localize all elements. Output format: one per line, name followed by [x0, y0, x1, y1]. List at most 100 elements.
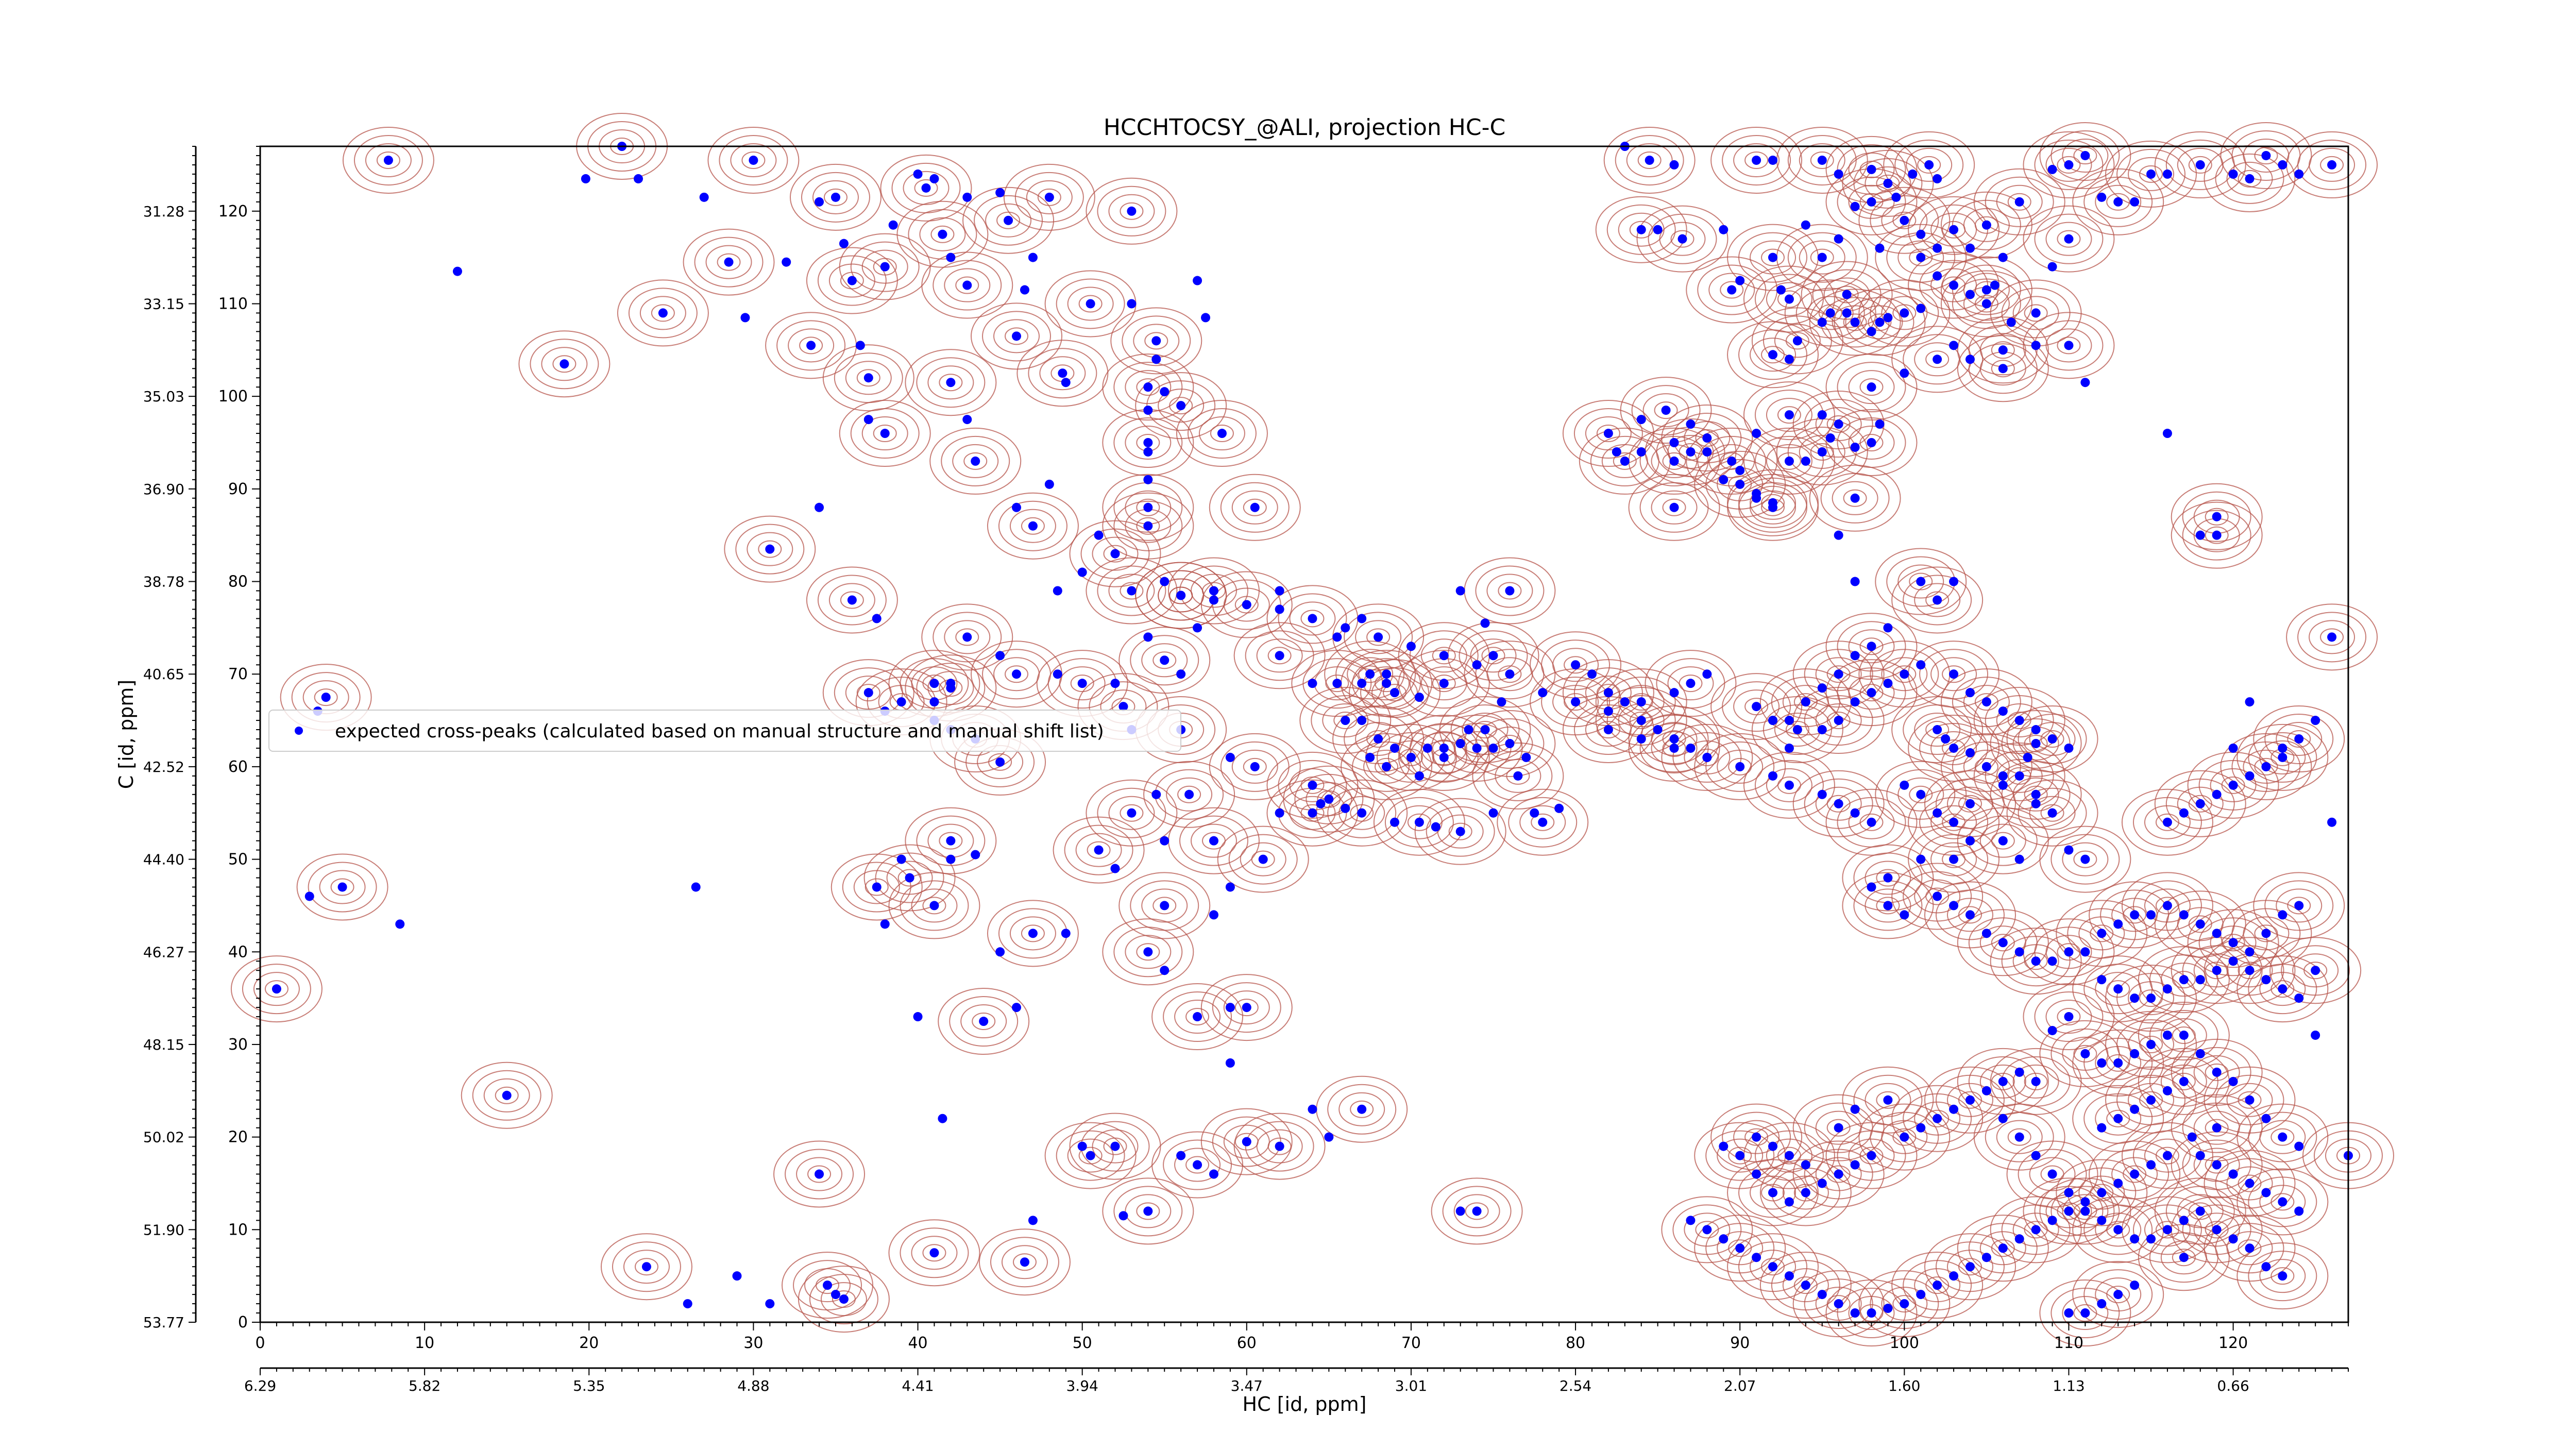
- contour-ring: [939, 374, 963, 392]
- contour-ring: [1807, 296, 1854, 330]
- contour-ring: [2083, 176, 2153, 227]
- contour-ring-group: [1661, 1196, 1753, 1263]
- cross-peak-point: [815, 1169, 824, 1179]
- contour-ring: [1881, 203, 1928, 238]
- contour-ring: [2023, 131, 2115, 198]
- cross-peak-point: [1143, 502, 1153, 512]
- cross-peak-point: [2031, 1225, 2041, 1235]
- cross-peak-point: [1143, 406, 1153, 415]
- cross-peak-point: [1916, 789, 1926, 799]
- cross-peak-point: [905, 873, 914, 883]
- cross-peak-point: [1669, 160, 1679, 170]
- x-ppm-tick-label: 3.47: [1231, 1377, 1263, 1394]
- cross-peak-point: [2047, 1025, 2057, 1035]
- cross-peak-point: [880, 262, 890, 272]
- cross-peak-point: [2245, 697, 2255, 707]
- contour-ring-group: [921, 251, 1013, 319]
- cross-peak-point: [2130, 993, 2140, 1003]
- contour-ring: [1750, 240, 1797, 275]
- cross-peak-point: [1151, 355, 1161, 364]
- contour-ring: [1200, 1108, 1293, 1175]
- cross-peak-point: [1900, 669, 1909, 679]
- cross-peak-point: [1225, 752, 1235, 762]
- contour-ring-group: [1883, 131, 1975, 198]
- cross-peak-point: [1998, 364, 2008, 374]
- y-tick-label: 40: [228, 943, 248, 961]
- x-tick-label: 50: [1073, 1334, 1092, 1352]
- contour-ring: [639, 296, 686, 330]
- contour-ring: [2254, 757, 2278, 776]
- contour-ring: [1787, 232, 1857, 283]
- cross-peak-point: [2195, 975, 2205, 985]
- contour-ring: [1056, 1130, 1125, 1181]
- y-ppm-tick-label: 53.77: [143, 1314, 184, 1331]
- contour-ring: [2193, 1110, 2240, 1145]
- cross-peak-point: [1981, 762, 1991, 771]
- contour-ring: [2171, 501, 2263, 569]
- contour-ring-group: [1825, 353, 1918, 421]
- contour-ring: [1212, 982, 1281, 1033]
- contour-ring: [1925, 350, 1950, 368]
- cross-peak-point: [938, 229, 947, 239]
- cross-peak-point: [1538, 817, 1548, 827]
- contour-ring-group: [2253, 872, 2345, 939]
- contour-ring: [1135, 562, 1227, 629]
- cross-peak-point: [1571, 660, 1581, 670]
- cross-peak-point: [683, 1299, 692, 1309]
- cross-peak-point: [1900, 308, 1909, 318]
- contour-ring-group: [1908, 251, 2000, 319]
- contour-ring: [2193, 1212, 2240, 1247]
- cross-peak-point: [2031, 956, 2041, 966]
- contour-ring: [2238, 1239, 2262, 1257]
- contour-ring-group: [888, 872, 980, 939]
- contour-ring: [2057, 1008, 2081, 1026]
- cross-peak-point: [1324, 1132, 1334, 1142]
- cross-peak-point: [1727, 456, 1737, 466]
- contour-ring: [1842, 844, 1934, 912]
- contour-ring-group: [1743, 381, 1835, 449]
- contour-ring: [1886, 769, 1956, 820]
- cross-peak-point: [1784, 1197, 1794, 1207]
- contour-ring: [1679, 675, 1703, 693]
- legend-box: [268, 710, 1181, 752]
- cross-peak-point: [929, 901, 939, 911]
- contour-ring: [1991, 1239, 2015, 1257]
- contour-ring: [2095, 1046, 2142, 1080]
- contour-ring-group: [1628, 714, 1720, 782]
- contour-ring: [1717, 1138, 1764, 1173]
- contour-ring-group: [1710, 126, 1803, 194]
- contour-ring: [1897, 240, 1944, 275]
- contour-ring: [2073, 1304, 2097, 1322]
- contour-ring: [1974, 757, 1998, 776]
- contour-ring: [2243, 749, 2290, 784]
- cross-peak-point: [1464, 725, 1473, 735]
- contour-ring: [1754, 435, 1824, 486]
- contour-ring: [1974, 693, 1998, 711]
- contour-ring: [1003, 163, 1095, 231]
- cross-peak-point: [1801, 697, 1810, 707]
- contour-ring: [1639, 482, 1709, 533]
- cross-peak-point: [699, 192, 709, 202]
- contour-ring: [1659, 222, 1706, 256]
- y-tick-label: 10: [228, 1221, 248, 1239]
- cross-peak-point: [1455, 738, 1465, 748]
- contour-ring: [1209, 474, 1301, 541]
- contour-ring: [2236, 723, 2329, 791]
- cross-peak-point: [2245, 1095, 2255, 1105]
- cross-peak-point: [1965, 290, 1975, 299]
- contour-ring: [2215, 1074, 2284, 1125]
- cross-peak-point: [1308, 614, 1317, 624]
- contour-ring: [911, 1236, 958, 1270]
- contour-ring: [2105, 1010, 2197, 1078]
- contour-ring: [908, 209, 977, 260]
- cross-peak-point: [1817, 155, 1827, 165]
- contour-ring: [1979, 1231, 2026, 1266]
- contour-ring: [2259, 1259, 2306, 1293]
- contour-ring: [2236, 1168, 2329, 1236]
- contour-ring: [707, 126, 800, 194]
- cross-peak-point: [1653, 725, 1663, 735]
- contour-ring: [1078, 295, 1103, 313]
- cross-peak-point: [1933, 808, 1942, 818]
- contour-ring: [850, 241, 920, 292]
- contour-ring: [612, 1241, 681, 1292]
